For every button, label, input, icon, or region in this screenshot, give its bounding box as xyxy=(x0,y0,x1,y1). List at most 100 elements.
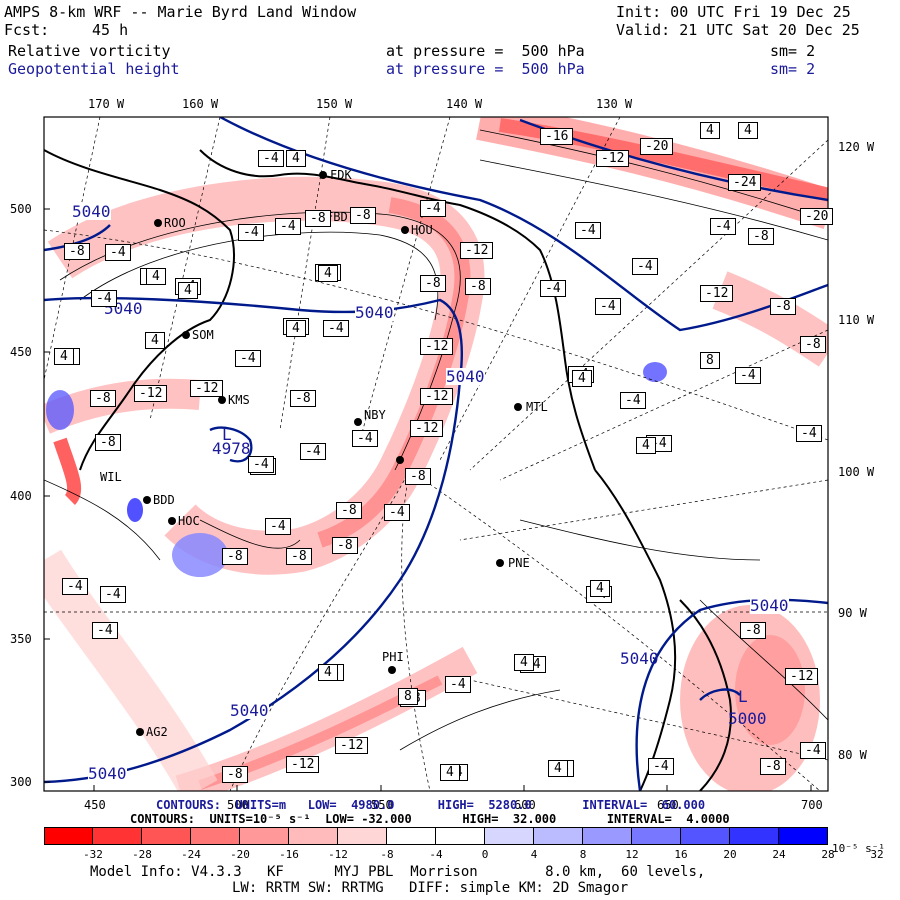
vorticity-value-label: -4 xyxy=(258,150,284,167)
vorticity-value-label: -4 xyxy=(632,258,658,275)
vorticity-value-label: -20 xyxy=(640,138,674,155)
vorticity-value-label: -4 xyxy=(275,218,301,235)
vorticity-value-label: 4 xyxy=(286,150,306,167)
station-label-hou: HOU xyxy=(411,223,433,237)
field2-name: Geopotential height xyxy=(8,60,180,78)
vorticity-value-label: 4 xyxy=(700,122,720,139)
colorbar-frame xyxy=(44,827,828,845)
vorticity-value-label: -4 xyxy=(105,244,131,261)
vorticity-value-label: -4 xyxy=(235,350,261,367)
colorbar-tick-label: -12 xyxy=(328,848,348,861)
field2-level: at pressure = 500 hPa xyxy=(386,60,585,78)
station-markers xyxy=(136,171,522,736)
colorbar-tick-label: 24 xyxy=(772,848,786,861)
vorticity-value-label: -4 xyxy=(92,622,118,639)
height-label-8: 5040 xyxy=(620,649,659,668)
vorticity-value-label: -4 xyxy=(62,578,88,595)
station-label-kms: KMS xyxy=(228,393,250,407)
vorticity-value-label: -12 xyxy=(785,668,819,685)
vorticity-value-label: -4 xyxy=(323,320,349,337)
fcst-value: 45 h xyxy=(92,21,129,39)
vorticity-value-label: -4 xyxy=(620,392,646,409)
station-label-fdk: FDK xyxy=(330,168,352,182)
left-tick-300: 300 xyxy=(10,775,32,789)
vorticity-value-label: -8 xyxy=(405,468,431,485)
station-dot-nby2 xyxy=(396,456,404,464)
colorbar-units: 10⁻⁵ s⁻¹ xyxy=(832,842,885,855)
station-label-som: SOM xyxy=(192,328,214,342)
field1-smoothing: sm= 2 xyxy=(770,42,816,60)
left-tick-450: 450 xyxy=(10,345,32,359)
left-tick-400: 400 xyxy=(10,489,32,503)
vorticity-value-label: -8 xyxy=(336,502,362,519)
low-marker-1: L xyxy=(738,687,748,706)
vorticity-value-label: -4 xyxy=(91,290,117,307)
field1-level: at pressure = 500 hPa xyxy=(386,42,585,60)
top-tick-140w: 140 W xyxy=(446,97,483,111)
colorbar-cell xyxy=(93,827,142,845)
vorticity-value-label: -12 xyxy=(190,380,224,397)
height-label-5: 5040 xyxy=(230,701,269,720)
vorticity-value-label: -4 xyxy=(384,504,410,521)
station-dot-bdd xyxy=(143,496,151,504)
vorticity-value-label: -4 xyxy=(238,224,264,241)
height-label-7: 5040 xyxy=(750,596,789,615)
vorticity-value-label: -4 xyxy=(575,222,601,239)
vorticity-value-label: 8 xyxy=(398,688,418,705)
vorticity-value-label: -4 xyxy=(595,298,621,315)
vorticity-value-label: 4 xyxy=(318,664,338,681)
height-label-4: 5040 xyxy=(446,367,485,386)
vorticity-value-label: -12 xyxy=(596,150,630,167)
colorbar-tick-label: 12 xyxy=(625,848,639,861)
station-label-mtl: MTL xyxy=(526,400,548,414)
height-label-low: 4978 xyxy=(212,439,251,458)
station-label-nby: NBY xyxy=(364,408,386,422)
colorbar-cell xyxy=(730,827,779,845)
station-label-roo: ROO xyxy=(164,216,186,230)
vorticity-value-label: -8 xyxy=(90,390,116,407)
vorticity-value-label: -8 xyxy=(222,766,248,783)
fcst-label: Fcst: xyxy=(4,21,50,39)
vorticity-value-label: 4 xyxy=(572,370,592,387)
vorticity-value-label: -12 xyxy=(134,385,168,402)
colorbar-tick-label: -24 xyxy=(181,848,201,861)
vorticity-value-label: 4 xyxy=(178,282,198,299)
station-dot-fdk xyxy=(319,171,327,179)
height-label-5000: 5000 xyxy=(728,709,767,728)
vorticity-value-label: -8 xyxy=(465,278,491,295)
low-marker-2: L xyxy=(222,425,232,444)
vorticity-value-label: -4 xyxy=(248,456,274,473)
vorticity-value-label: 4 xyxy=(440,764,460,781)
colorbar-cell xyxy=(632,827,681,845)
vorticity-value-label: -12 xyxy=(410,420,444,437)
colorbar-cell xyxy=(583,827,632,845)
vorticity-value-label: -8 xyxy=(290,390,316,407)
vorticity-value-label: -8 xyxy=(350,207,376,224)
bottom-tick-700: 700 xyxy=(801,798,823,812)
vorticity-value-label: -12 xyxy=(286,756,320,773)
colorbar-tick-label: 8 xyxy=(579,848,587,861)
right-tick-100w: 100 W xyxy=(838,465,875,479)
vorticity-blue-blob-1 xyxy=(172,533,228,577)
vorticity-value-label: -8 xyxy=(770,298,796,315)
vorticity-value-label: -4 xyxy=(796,425,822,442)
colorbar-cell xyxy=(289,827,338,845)
vorticity-value-label: 4 xyxy=(286,320,306,337)
vorticity-value-label: -12 xyxy=(420,388,454,405)
vorticity-value-label: 4 xyxy=(636,437,656,454)
top-tick-150w: 150 W xyxy=(316,97,353,111)
colorbar-tick-label: 28 xyxy=(821,848,835,861)
station-label-ag2: AG2 xyxy=(146,725,168,739)
vorticity-value-label: -8 xyxy=(420,275,446,292)
vorticity-value-label: -8 xyxy=(64,243,90,260)
height-contour-info: CONTOURS: UNITS=m LOW= 4980.0 HIGH= 5280… xyxy=(156,798,706,812)
station-label-fbd: FBD xyxy=(326,210,348,224)
vorticity-value-label: -12 xyxy=(420,338,454,355)
colorbar-cell xyxy=(338,827,387,845)
vorticity-value-label: -8 xyxy=(95,434,121,451)
colorbar-tick-label: -28 xyxy=(132,848,152,861)
colorbar-tick-label: -20 xyxy=(230,848,250,861)
station-dot-phi xyxy=(388,666,396,674)
vorticity-value-label: -4 xyxy=(445,676,471,693)
vorticity-value-label: -4 xyxy=(300,443,326,460)
